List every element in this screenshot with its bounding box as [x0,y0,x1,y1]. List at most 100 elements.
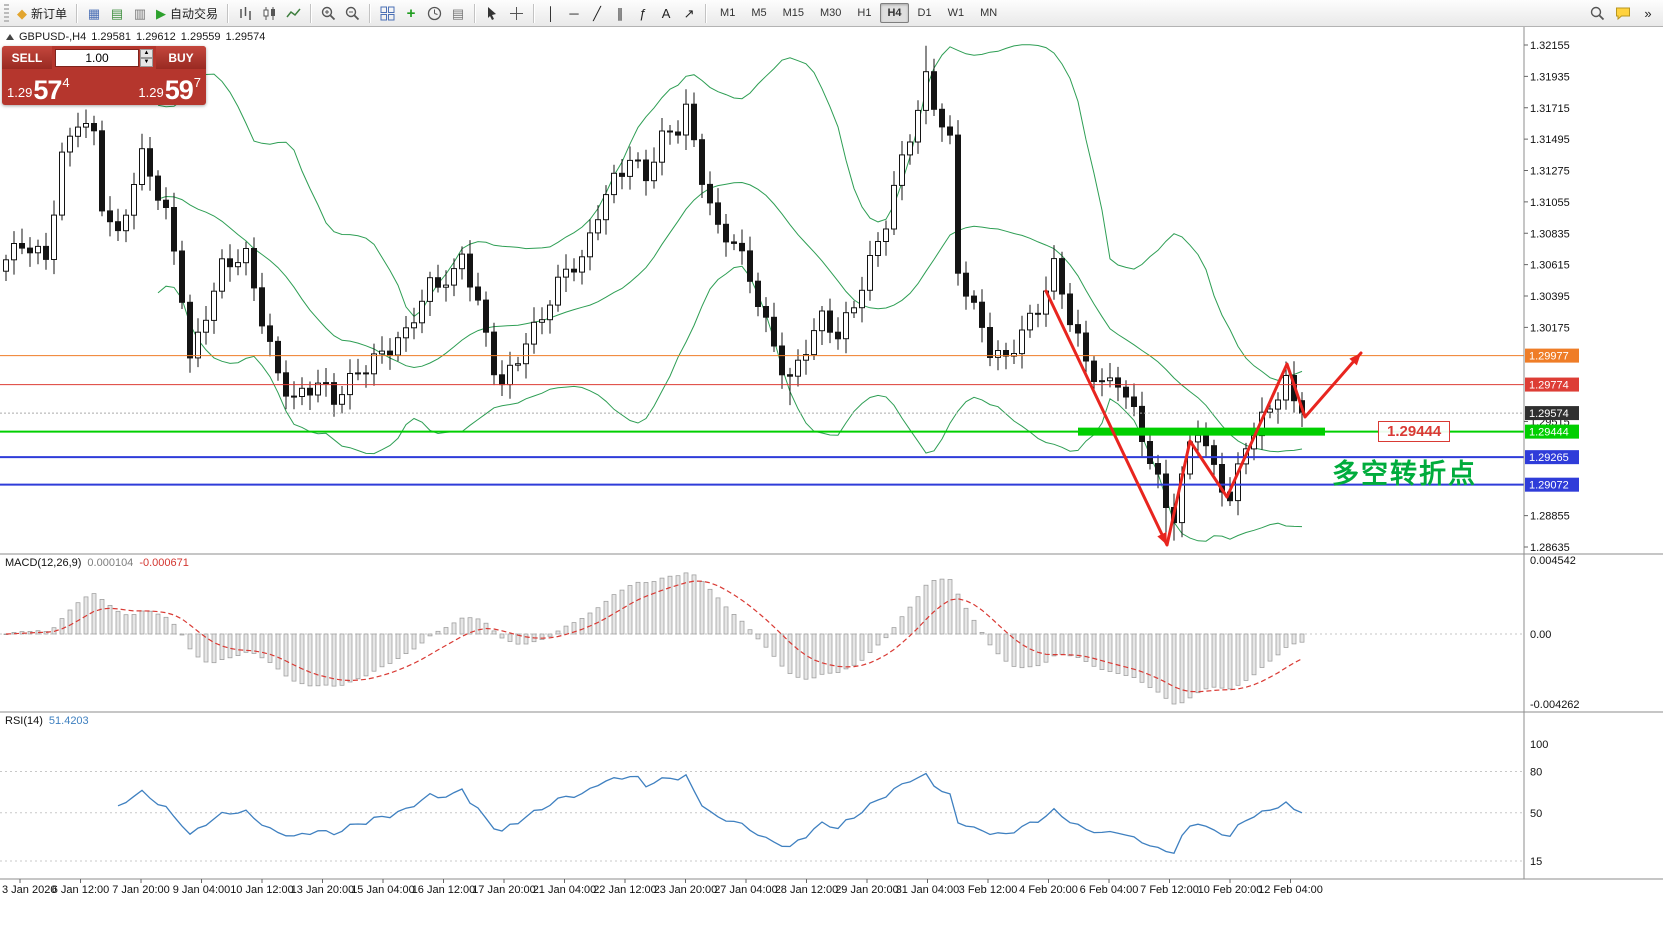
trend-arrows[interactable] [1044,289,1363,547]
price-badge: 1.29774 [1525,377,1579,392]
svg-text:1.30615: 1.30615 [1530,260,1570,272]
macd-signal-value: -0.000671 [139,557,189,569]
timeframe-h4[interactable]: H4 [880,3,909,23]
templates-button[interactable]: ▤ [447,2,469,24]
cursor-icon [488,6,497,20]
ohlc-open: 1.29581 [91,31,132,43]
data-window-button[interactable]: ▥ [129,2,151,24]
svg-text:1.28635: 1.28635 [1530,542,1570,554]
toolbar-grip[interactable] [4,4,9,22]
zoom-in-button[interactable] [317,2,340,24]
pivot-annotation-text[interactable]: 多空转折点 [1332,459,1477,489]
buy-price-big: 59 [164,74,194,105]
buy-price-prefix: 1.29 [138,85,164,100]
svg-text:4 Feb 20:00: 4 Feb 20:00 [1019,884,1078,895]
svg-text:3 Jan 2020: 3 Jan 2020 [2,884,56,895]
trendline-button[interactable]: ╱ [586,2,608,24]
toolbar-overflow-button[interactable]: » [1637,2,1659,24]
svg-text:1.31715: 1.31715 [1530,103,1570,115]
level-lines[interactable] [0,355,1524,486]
price-badge: 1.29072 [1525,477,1579,492]
sell-price-sup: 4 [62,75,70,90]
svg-text:0.004542: 0.004542 [1530,555,1576,567]
buy-button[interactable]: BUY [156,46,206,69]
chart-symbol: GBPUSD-,H4 [19,31,87,43]
market-watch-icon: ▤ [110,5,124,21]
svg-text:1.32155: 1.32155 [1530,40,1570,52]
timeframe-m15[interactable]: M15 [776,3,811,23]
candlestick-chart-button[interactable] [258,2,281,24]
svg-text:1.28855: 1.28855 [1530,511,1570,523]
horizontal-line-button[interactable]: ─ [563,2,585,24]
price-tag-annotation[interactable]: 1.29444 [1378,421,1451,442]
lot-size-input[interactable] [55,48,139,67]
price-badge: 1.29574 [1525,406,1579,421]
fibonacci-button[interactable]: ƒ [632,2,654,24]
one-click-toggle-icon[interactable] [6,34,14,40]
svg-text:28 Jan 12:00: 28 Jan 12:00 [775,884,839,895]
macd-label-row: MACD(12,26,9) 0.000104 -0.000671 [5,557,189,569]
svg-text:7 Jan 20:00: 7 Jan 20:00 [112,884,170,895]
svg-text:1.30395: 1.30395 [1530,291,1570,303]
lot-increase-button[interactable]: ▲ [140,48,153,58]
svg-text:1.31055: 1.31055 [1530,197,1570,209]
new-order-icon: ◆ [17,5,27,21]
cursor-button[interactable] [481,2,504,24]
periods-button[interactable] [423,2,446,24]
sell-button[interactable]: SELL [2,46,52,69]
charts-profile-button[interactable]: ▦ [83,2,105,24]
svg-text:-0.004262: -0.004262 [1530,699,1580,711]
zoom-out-icon [345,6,360,20]
timeframe-m30[interactable]: M30 [813,3,848,23]
periods-icon [427,6,442,20]
market-watch-button[interactable]: ▤ [106,2,128,24]
buy-price[interactable]: 1.29 59 7 [104,69,206,105]
rsi-label: RSI(14) [5,715,43,727]
svg-text:10 Feb 20:00: 10 Feb 20:00 [1198,884,1263,895]
search-button[interactable] [1586,2,1609,24]
sell-price[interactable]: 1.29 57 4 [2,69,104,105]
svg-text:1.29774: 1.29774 [1529,380,1569,392]
lot-decrease-button[interactable]: ▼ [140,57,153,67]
arrows-tool-icon: ↗ [683,5,695,21]
timeframe-d1[interactable]: D1 [911,3,939,23]
add-indicator-button[interactable]: + [400,2,422,24]
sell-price-big: 57 [33,74,62,105]
fibonacci-icon: ƒ [639,5,647,21]
text-tool-button[interactable]: A [655,2,677,24]
rsi-value: 51.4203 [48,715,89,727]
timeframe-mn[interactable]: MN [973,3,1004,23]
toolbar-separator [369,3,372,23]
vertical-line-button[interactable]: │ [540,2,562,24]
line-chart-button[interactable] [282,2,305,24]
templates-icon: ▤ [451,5,465,21]
chat-button[interactable] [1611,2,1635,24]
timeframe-m5[interactable]: M5 [744,3,773,23]
new-order-button[interactable]: ◆ 新订单 [13,2,71,24]
svg-text:6 Jan 12:00: 6 Jan 12:00 [52,884,110,895]
tile-windows-button[interactable] [376,2,399,24]
support-band[interactable] [1078,427,1325,436]
line-chart-icon [286,8,301,17]
toolbar-separator [705,3,708,23]
equidistant-channel-button[interactable]: ∥ [609,2,631,24]
text-tool-icon: A [661,5,671,21]
svg-text:1.29444: 1.29444 [1529,427,1569,439]
crosshair-button[interactable] [505,2,528,24]
bar-chart-button[interactable] [234,2,257,24]
chart-canvas[interactable]: 1.32155 1.31935 1.31715 1.31495 1.31275 1.310… [0,27,1663,895]
price-badge: 1.29977 [1525,348,1579,363]
zoom-out-button[interactable] [341,2,364,24]
price-scale[interactable]: 1.32155 1.31935 1.31715 1.31495 1.31275 1.310… [1524,40,1580,868]
svg-text:7 Feb 12:00: 7 Feb 12:00 [1140,884,1199,895]
chart-header: GBPUSD-,H4 1.29581 1.29612 1.29559 1.295… [6,31,265,43]
timeframe-m1[interactable]: M1 [713,3,742,23]
svg-text:1.31495: 1.31495 [1530,134,1570,146]
timeframe-h1[interactable]: H1 [850,3,878,23]
tile-windows-icon [380,6,395,20]
svg-text:15: 15 [1530,856,1542,868]
arrows-tool-button[interactable]: ↗ [678,2,700,24]
timeframe-w1[interactable]: W1 [941,3,972,23]
autotrading-button[interactable]: ▶ 自动交易 [152,2,222,24]
